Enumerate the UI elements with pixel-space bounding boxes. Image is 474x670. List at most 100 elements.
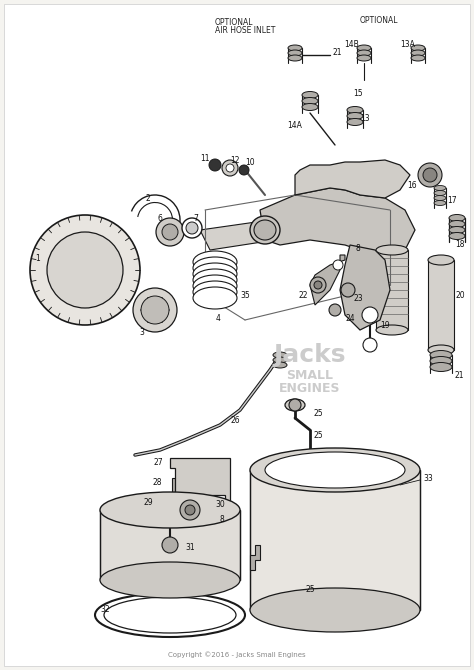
Ellipse shape bbox=[95, 593, 245, 637]
Circle shape bbox=[30, 215, 140, 325]
Ellipse shape bbox=[428, 255, 454, 265]
Ellipse shape bbox=[449, 226, 465, 234]
Text: 29: 29 bbox=[143, 498, 153, 507]
Circle shape bbox=[329, 304, 341, 316]
Text: 22: 22 bbox=[298, 291, 308, 299]
Text: 18: 18 bbox=[455, 239, 465, 249]
Ellipse shape bbox=[288, 55, 302, 61]
Polygon shape bbox=[260, 188, 415, 255]
Ellipse shape bbox=[434, 190, 446, 196]
Text: 7: 7 bbox=[193, 214, 199, 222]
Text: 14A: 14A bbox=[288, 121, 302, 129]
Ellipse shape bbox=[357, 55, 371, 61]
Ellipse shape bbox=[193, 257, 237, 279]
Ellipse shape bbox=[434, 186, 446, 190]
Text: 6: 6 bbox=[157, 214, 163, 222]
Ellipse shape bbox=[302, 103, 318, 111]
Ellipse shape bbox=[250, 448, 420, 492]
Bar bbox=[428, 260, 454, 350]
Circle shape bbox=[162, 224, 178, 240]
Ellipse shape bbox=[430, 356, 452, 366]
Ellipse shape bbox=[265, 452, 405, 488]
Ellipse shape bbox=[376, 325, 408, 335]
Ellipse shape bbox=[434, 200, 446, 206]
Ellipse shape bbox=[347, 113, 363, 119]
Ellipse shape bbox=[193, 287, 237, 309]
Text: 3: 3 bbox=[139, 328, 145, 336]
Ellipse shape bbox=[100, 492, 240, 528]
Ellipse shape bbox=[430, 350, 452, 360]
Circle shape bbox=[310, 277, 326, 293]
Ellipse shape bbox=[193, 281, 237, 303]
Text: 2: 2 bbox=[146, 194, 150, 202]
Text: 30: 30 bbox=[215, 500, 225, 509]
Text: 17: 17 bbox=[447, 196, 457, 204]
Ellipse shape bbox=[434, 196, 446, 200]
Circle shape bbox=[185, 505, 195, 515]
Ellipse shape bbox=[288, 50, 302, 56]
Text: 15: 15 bbox=[353, 88, 363, 98]
Circle shape bbox=[162, 537, 178, 553]
Text: 35: 35 bbox=[240, 291, 250, 299]
Circle shape bbox=[363, 338, 377, 352]
Ellipse shape bbox=[250, 216, 280, 244]
Text: 28: 28 bbox=[152, 478, 162, 486]
Ellipse shape bbox=[376, 245, 408, 255]
Text: 25: 25 bbox=[313, 431, 323, 440]
Circle shape bbox=[418, 163, 442, 187]
Ellipse shape bbox=[193, 251, 237, 273]
Ellipse shape bbox=[193, 263, 237, 285]
Ellipse shape bbox=[411, 50, 425, 56]
Ellipse shape bbox=[449, 220, 465, 228]
Text: SMALL: SMALL bbox=[286, 369, 334, 381]
Circle shape bbox=[133, 288, 177, 332]
Text: 12: 12 bbox=[230, 155, 240, 165]
Text: Jacks: Jacks bbox=[274, 343, 346, 367]
Text: 33: 33 bbox=[423, 474, 433, 482]
Ellipse shape bbox=[104, 597, 236, 633]
Circle shape bbox=[239, 165, 249, 175]
Circle shape bbox=[182, 218, 202, 238]
Text: 10: 10 bbox=[245, 157, 255, 167]
Ellipse shape bbox=[449, 214, 465, 222]
Circle shape bbox=[314, 281, 322, 289]
Ellipse shape bbox=[357, 50, 371, 56]
Bar bbox=[100, 510, 240, 580]
Ellipse shape bbox=[288, 45, 302, 51]
Ellipse shape bbox=[347, 119, 363, 125]
Circle shape bbox=[209, 159, 221, 171]
Ellipse shape bbox=[273, 357, 287, 363]
Polygon shape bbox=[170, 458, 230, 505]
Circle shape bbox=[222, 160, 238, 176]
Text: OPTIONAL: OPTIONAL bbox=[360, 15, 399, 25]
Text: 4: 4 bbox=[216, 314, 220, 322]
Text: 13: 13 bbox=[360, 113, 370, 123]
Text: 23: 23 bbox=[353, 293, 363, 302]
Text: ENGINES: ENGINES bbox=[279, 381, 341, 395]
Text: 1: 1 bbox=[36, 253, 40, 263]
Text: 31: 31 bbox=[185, 543, 195, 553]
Text: 20: 20 bbox=[455, 291, 465, 299]
Circle shape bbox=[47, 232, 123, 308]
Ellipse shape bbox=[193, 275, 237, 297]
Circle shape bbox=[186, 222, 198, 234]
Text: Copyright ©2016 - Jacks Small Engines: Copyright ©2016 - Jacks Small Engines bbox=[168, 652, 306, 659]
Ellipse shape bbox=[411, 45, 425, 51]
Circle shape bbox=[423, 168, 437, 182]
Text: 21: 21 bbox=[454, 371, 464, 379]
Circle shape bbox=[180, 500, 200, 520]
Text: AIR HOSE INLET: AIR HOSE INLET bbox=[215, 25, 275, 34]
Text: 21: 21 bbox=[332, 48, 342, 56]
Ellipse shape bbox=[273, 352, 287, 358]
Bar bbox=[250, 470, 420, 610]
Circle shape bbox=[226, 164, 234, 172]
Ellipse shape bbox=[411, 55, 425, 61]
Text: 13A: 13A bbox=[401, 40, 415, 48]
Bar bbox=[376, 250, 408, 330]
Ellipse shape bbox=[302, 98, 318, 105]
Ellipse shape bbox=[449, 232, 465, 239]
Text: 11: 11 bbox=[200, 153, 210, 163]
Ellipse shape bbox=[254, 220, 276, 240]
Text: 8: 8 bbox=[219, 515, 224, 525]
Ellipse shape bbox=[428, 345, 454, 355]
